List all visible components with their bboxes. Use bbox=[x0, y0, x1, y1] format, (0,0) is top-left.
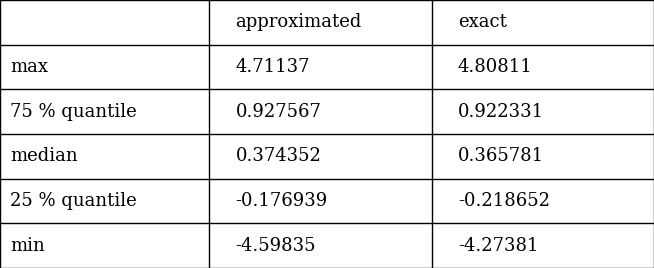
Text: 25 % quantile: 25 % quantile bbox=[10, 192, 137, 210]
Text: 4.80811: 4.80811 bbox=[458, 58, 532, 76]
Text: 4.71137: 4.71137 bbox=[235, 58, 310, 76]
Text: max: max bbox=[10, 58, 48, 76]
Text: -0.176939: -0.176939 bbox=[235, 192, 328, 210]
Text: -4.59835: -4.59835 bbox=[235, 237, 316, 255]
Text: exact: exact bbox=[458, 13, 507, 31]
Text: approximated: approximated bbox=[235, 13, 362, 31]
Text: -4.27381: -4.27381 bbox=[458, 237, 538, 255]
Text: 0.927567: 0.927567 bbox=[235, 103, 321, 121]
Text: 75 % quantile: 75 % quantile bbox=[10, 103, 137, 121]
Text: 0.922331: 0.922331 bbox=[458, 103, 544, 121]
Text: median: median bbox=[10, 147, 77, 165]
Text: min: min bbox=[10, 237, 44, 255]
Text: -0.218652: -0.218652 bbox=[458, 192, 550, 210]
Text: 0.365781: 0.365781 bbox=[458, 147, 544, 165]
Text: 0.374352: 0.374352 bbox=[235, 147, 321, 165]
